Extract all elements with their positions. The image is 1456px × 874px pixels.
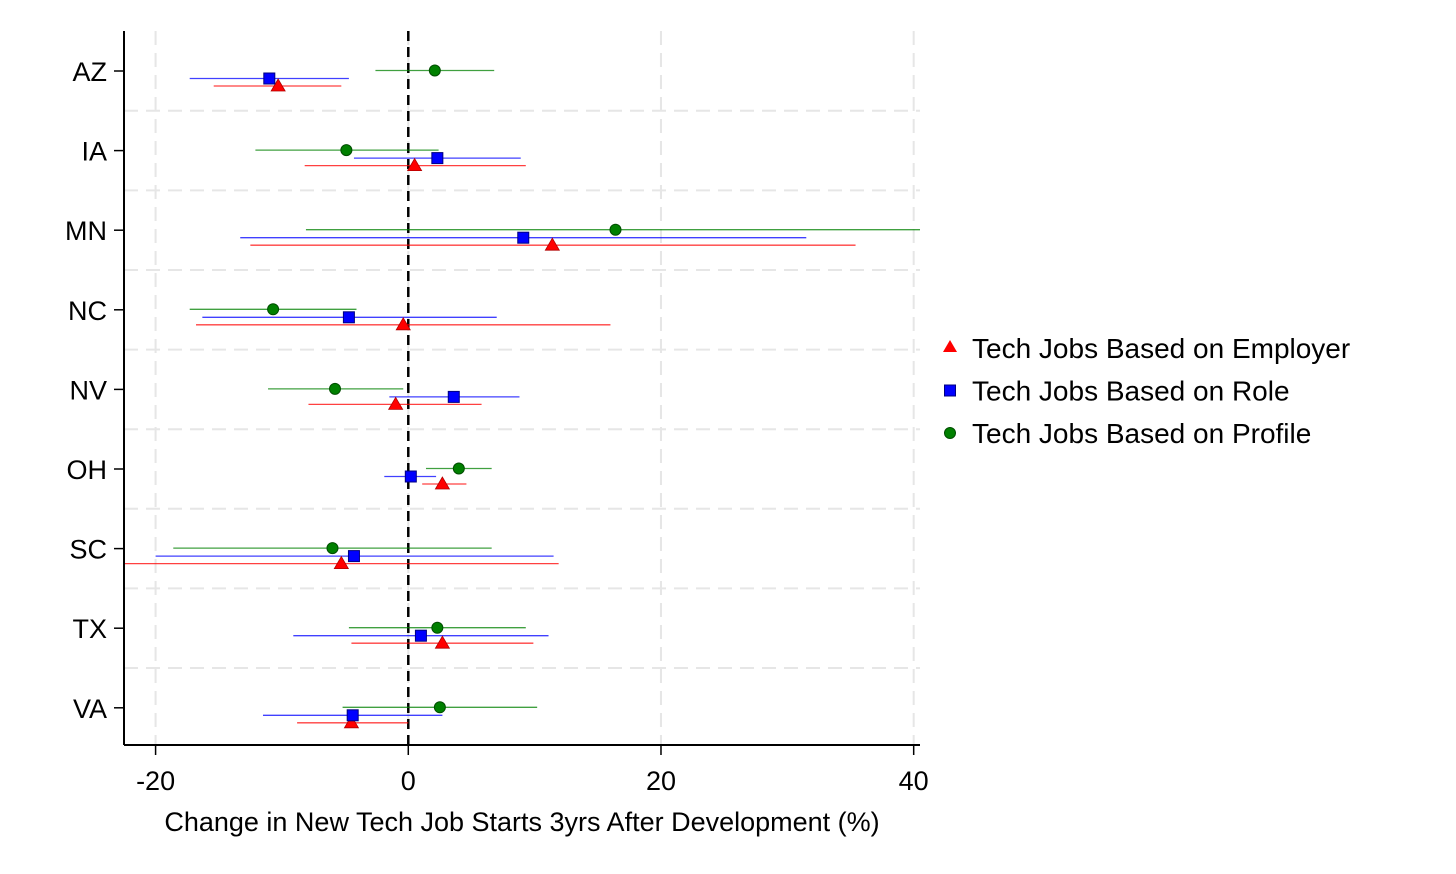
- point-tx-tech-jobs-based-on-profile: [431, 621, 444, 634]
- axes: [123, 31, 920, 746]
- point-estimates: [263, 64, 622, 729]
- x-tick-label: -20: [136, 766, 175, 796]
- point-ia-tech-jobs-based-on-profile: [340, 144, 353, 157]
- x-tick-label: 40: [899, 766, 929, 796]
- point-oh-tech-jobs-based-on-role: [404, 470, 417, 483]
- y-tick-label-mn: MN: [65, 216, 107, 246]
- point-sc-tech-jobs-based-on-profile: [326, 542, 339, 555]
- point-mn-tech-jobs-based-on-employer: [544, 237, 561, 251]
- point-oh-tech-jobs-based-on-employer: [434, 476, 451, 490]
- legend-triangle-icon: [943, 340, 957, 352]
- point-nv-tech-jobs-based-on-employer: [387, 396, 404, 410]
- point-oh-tech-jobs-based-on-profile: [452, 462, 465, 475]
- point-va-tech-jobs-based-on-role: [346, 709, 359, 722]
- point-az-tech-jobs-based-on-employer: [270, 78, 286, 92]
- confidence-intervals: [124, 69, 920, 724]
- point-tx-tech-jobs-based-on-employer: [434, 635, 451, 649]
- point-nc-tech-jobs-based-on-profile: [267, 303, 280, 316]
- point-ia-tech-jobs-based-on-employer: [406, 157, 423, 172]
- point-va-tech-jobs-based-on-profile: [433, 701, 446, 714]
- y-tick-label-nv: NV: [69, 375, 107, 405]
- point-mn-tech-jobs-based-on-role: [517, 231, 530, 244]
- point-sc-tech-jobs-based-on-employer: [333, 555, 350, 569]
- x-tick-label: 0: [401, 766, 416, 796]
- point-sc-tech-jobs-based-on-role: [347, 550, 360, 563]
- point-va-tech-jobs-based-on-employer: [343, 715, 360, 729]
- point-nc-tech-jobs-based-on-role: [342, 311, 355, 324]
- point-az-tech-jobs-based-on-profile: [428, 64, 441, 77]
- legend-label: Tech Jobs Based on Profile: [972, 418, 1311, 449]
- point-ia-tech-jobs-based-on-role: [431, 152, 444, 165]
- x-tick-label: 20: [646, 766, 676, 796]
- x-axis-title: Change in New Tech Job Starts 3yrs After…: [164, 807, 879, 837]
- y-tick-label-tx: TX: [72, 614, 107, 644]
- point-nc-tech-jobs-based-on-employer: [395, 317, 411, 331]
- legend-label: Tech Jobs Based on Role: [972, 376, 1290, 407]
- y-tick-label-ia: IA: [81, 137, 107, 167]
- x-ticks: -20 0 20 40: [136, 745, 929, 796]
- legend-circle-icon: [944, 427, 956, 439]
- point-tx-tech-jobs-based-on-role: [414, 629, 427, 642]
- legend: Tech Jobs Based on Employer Tech Jobs Bas…: [943, 333, 1350, 449]
- y-tick-label-va: VA: [73, 694, 107, 724]
- y-tick-label-oh: OH: [67, 455, 108, 485]
- point-mn-tech-jobs-based-on-profile: [609, 223, 622, 236]
- legend-label: Tech Jobs Based on Employer: [972, 333, 1350, 364]
- y-tick-label-nc: NC: [68, 296, 107, 326]
- legend-square-icon: [944, 384, 956, 397]
- y-tick-label-sc: SC: [69, 535, 107, 565]
- point-nv-tech-jobs-based-on-role: [447, 390, 460, 403]
- grid: [124, 31, 920, 745]
- point-az-tech-jobs-based-on-role: [263, 72, 276, 85]
- y-tick-label-az: AZ: [72, 57, 107, 87]
- point-nv-tech-jobs-based-on-profile: [329, 382, 342, 395]
- y-ticks: AZ IA MN NC NV OH SC TX VA: [65, 57, 124, 724]
